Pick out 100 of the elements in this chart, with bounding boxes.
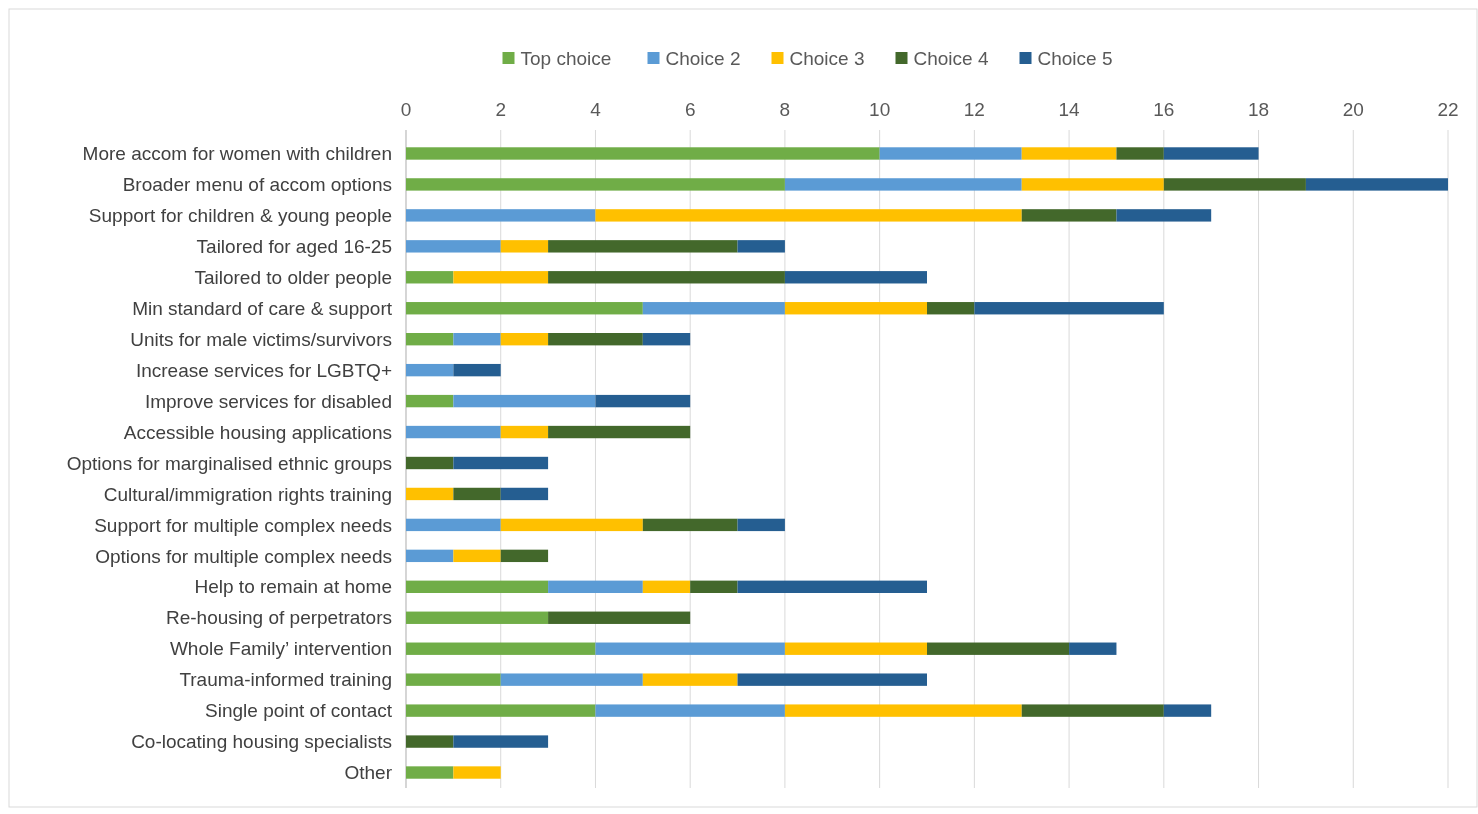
y-tick-label: More accom for women with children <box>82 143 392 165</box>
bar <box>642 302 785 315</box>
y-tick-label: Min standard of care & support <box>132 297 393 319</box>
bar <box>500 240 549 253</box>
y-tick-label: Options for multiple complex needs <box>95 545 392 567</box>
bar <box>406 704 596 717</box>
bar <box>406 363 454 377</box>
bar <box>548 611 691 624</box>
bar <box>453 735 549 748</box>
bar <box>406 209 596 222</box>
bar <box>737 673 927 686</box>
bar <box>595 209 1022 222</box>
y-tick-label: Support for multiple complex needs <box>94 514 392 536</box>
y-tick-label: Units for male victims/survivors <box>130 328 392 350</box>
y-tick-label: Tailored for aged 16-25 <box>196 235 392 257</box>
x-tick-label: 6 <box>684 99 696 120</box>
bar <box>406 611 549 624</box>
bar <box>642 673 738 686</box>
y-tick-label: Broader menu of accom options <box>122 174 392 196</box>
bar <box>406 487 454 501</box>
bar <box>548 425 691 439</box>
x-tick-label: 0 <box>400 99 412 120</box>
bar <box>784 302 927 315</box>
bar <box>548 240 738 253</box>
bar <box>784 704 1022 717</box>
y-tick-label: Cultural/immigration rights training <box>103 483 392 505</box>
y-tick-label: Improve services for disabled <box>144 390 392 412</box>
bar <box>784 271 927 284</box>
bar <box>927 302 975 315</box>
bar <box>548 271 785 284</box>
bar <box>406 302 643 315</box>
legend-label: Choice 5 <box>1037 47 1113 69</box>
x-tick-label: 14 <box>1058 99 1081 120</box>
bar <box>406 766 454 779</box>
bar <box>406 549 454 563</box>
bar <box>642 580 691 593</box>
bar <box>406 518 501 532</box>
bar <box>642 333 691 346</box>
bar <box>406 456 454 470</box>
bar <box>737 518 785 532</box>
bar <box>784 642 927 655</box>
bar <box>1021 178 1164 191</box>
bar <box>406 673 501 686</box>
bar <box>1021 209 1117 222</box>
bar <box>1163 704 1212 717</box>
bar <box>406 394 454 408</box>
legend-label: Choice 3 <box>789 47 865 69</box>
bar <box>595 642 785 655</box>
y-tick-label: Support for children & young people <box>88 205 392 227</box>
bar <box>500 425 549 439</box>
bar <box>453 271 549 284</box>
x-tick-label: 8 <box>779 99 791 120</box>
y-tick-label: Increase services for LGBTQ+ <box>135 359 392 381</box>
bar <box>500 549 549 563</box>
y-tick-label: Co-locating housing specialists <box>131 731 392 753</box>
y-tick-label: Other <box>344 762 393 784</box>
bar <box>453 456 549 470</box>
bar <box>500 487 549 501</box>
bar <box>406 147 880 160</box>
bar <box>1069 642 1117 655</box>
y-tick-label: Tailored to older people <box>194 266 392 288</box>
legend-label: Choice 2 <box>665 47 741 69</box>
bar <box>548 333 643 346</box>
bar <box>453 487 501 501</box>
bar <box>1116 147 1164 160</box>
bar <box>406 735 454 748</box>
bar <box>453 394 596 408</box>
bar <box>974 302 1164 315</box>
bar <box>1116 209 1212 222</box>
bar <box>548 580 643 593</box>
bar <box>927 642 1070 655</box>
bar <box>406 580 549 593</box>
bar <box>406 271 454 284</box>
legend-label: Choice 4 <box>913 47 989 69</box>
bar <box>406 333 454 346</box>
bar <box>406 642 596 655</box>
bar <box>737 580 927 593</box>
bar <box>784 178 1022 191</box>
y-tick-label: Accessible housing applications <box>123 421 392 443</box>
bar <box>406 178 785 191</box>
bar <box>1163 178 1306 191</box>
bar <box>453 766 501 779</box>
y-tick-label: Help to remain at home <box>194 576 392 598</box>
x-tick-label: 12 <box>963 99 985 120</box>
legend-label: Top choice <box>520 47 612 69</box>
y-tick-label: Whole Family’ intervention <box>169 638 392 660</box>
x-tick-label: 20 <box>1342 99 1364 120</box>
bar <box>406 425 501 439</box>
bar <box>737 240 785 253</box>
bar <box>453 549 501 563</box>
bar <box>879 147 1022 160</box>
bar <box>406 240 501 253</box>
bar <box>595 704 785 717</box>
bar <box>500 518 643 532</box>
bar <box>500 673 643 686</box>
x-tick-label: 18 <box>1247 99 1270 120</box>
bar <box>642 518 738 532</box>
bar <box>1021 147 1117 160</box>
x-tick-label: 16 <box>1153 99 1175 120</box>
x-tick-label: 22 <box>1437 99 1459 120</box>
